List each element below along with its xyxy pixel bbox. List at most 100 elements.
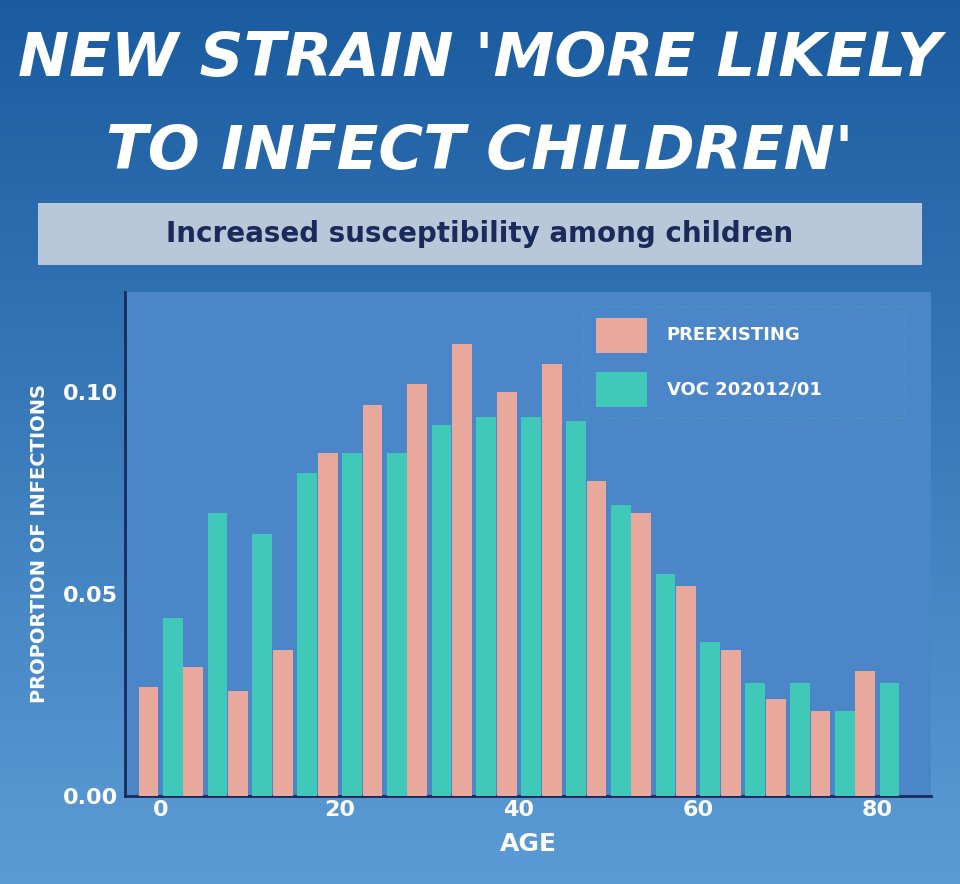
Bar (0, 510, 960, 513)
Bar (0, 324, 960, 327)
Bar (0, 218, 960, 221)
Bar (0, 133, 960, 135)
Bar (0, 103, 960, 106)
Bar (0, 318, 960, 321)
Bar (0, 875, 960, 878)
Bar (318, 453, 338, 796)
Bar (0, 462, 960, 466)
Bar (0, 816, 960, 819)
Bar (0, 878, 960, 881)
Bar (0, 354, 960, 356)
Bar (0, 100, 960, 103)
Bar (0, 551, 960, 554)
Bar (0, 766, 960, 769)
Bar (0, 595, 960, 598)
Bar (0, 254, 960, 256)
Bar (0, 669, 960, 672)
Bar (0, 698, 960, 701)
Bar (0, 65, 960, 68)
Bar (0, 95, 960, 97)
Bar (0, 837, 960, 840)
Bar (0, 312, 960, 316)
Bar (0, 47, 960, 50)
Bar (363, 405, 382, 796)
Bar (0, 168, 960, 171)
Bar (0, 728, 960, 731)
Bar (0, 362, 960, 365)
Bar (0, 400, 960, 404)
Bar (0, 80, 960, 82)
Bar (0, 118, 960, 121)
Bar (0, 197, 960, 201)
Bar (0, 3, 960, 6)
Bar (0, 616, 960, 619)
Bar (0, 265, 960, 268)
Bar (587, 481, 607, 796)
Bar (0, 725, 960, 728)
Bar (342, 453, 362, 796)
Bar (0, 471, 960, 475)
Bar (0, 690, 960, 692)
Bar (0, 245, 960, 248)
Bar (632, 514, 651, 796)
Bar (0, 678, 960, 681)
Bar (0, 292, 960, 294)
Bar (0, 398, 960, 400)
Bar (0, 56, 960, 59)
Bar (0, 740, 960, 743)
Bar (0, 148, 960, 150)
Bar (676, 586, 696, 796)
Bar (0, 860, 960, 864)
Bar (0, 625, 960, 628)
Bar (0, 445, 960, 448)
Bar (0, 807, 960, 811)
Bar (0, 736, 960, 740)
Bar (0, 469, 960, 471)
Bar (0, 813, 960, 816)
Bar (0, 333, 960, 336)
Bar (0, 221, 960, 224)
Bar (766, 699, 785, 796)
Bar (0, 572, 960, 575)
Bar (0, 842, 960, 846)
Bar (0, 524, 960, 528)
Bar (0, 781, 960, 784)
Bar (0, 309, 960, 312)
Bar (0, 719, 960, 722)
Bar (0, 501, 960, 504)
Bar (0, 339, 960, 342)
Bar (0, 18, 960, 20)
Bar (0, 713, 960, 716)
Bar (0, 50, 960, 53)
Bar (0, 27, 960, 29)
Bar (0, 316, 960, 318)
Bar (0, 409, 960, 413)
Bar (0, 687, 960, 690)
Bar (0, 88, 960, 91)
Bar (0, 851, 960, 855)
Bar (0, 179, 960, 183)
Bar (0, 62, 960, 65)
Bar (0, 0, 960, 3)
Bar (497, 392, 516, 796)
Bar (0, 365, 960, 369)
Bar (163, 618, 182, 796)
Bar (0, 342, 960, 345)
Bar (0, 849, 960, 851)
Bar (0, 144, 960, 148)
Bar (0, 652, 960, 654)
Bar (0, 486, 960, 489)
Bar (0, 268, 960, 271)
Bar (0, 53, 960, 56)
Bar (0, 453, 960, 457)
Bar (0, 798, 960, 802)
Bar (0, 301, 960, 303)
Bar (0, 150, 960, 153)
Bar (0, 109, 960, 112)
Bar (835, 711, 854, 796)
Bar (0, 749, 960, 751)
Bar (0, 38, 960, 42)
Text: PREEXISTING: PREEXISTING (666, 326, 801, 344)
Bar (0, 881, 960, 884)
Bar (0, 377, 960, 380)
